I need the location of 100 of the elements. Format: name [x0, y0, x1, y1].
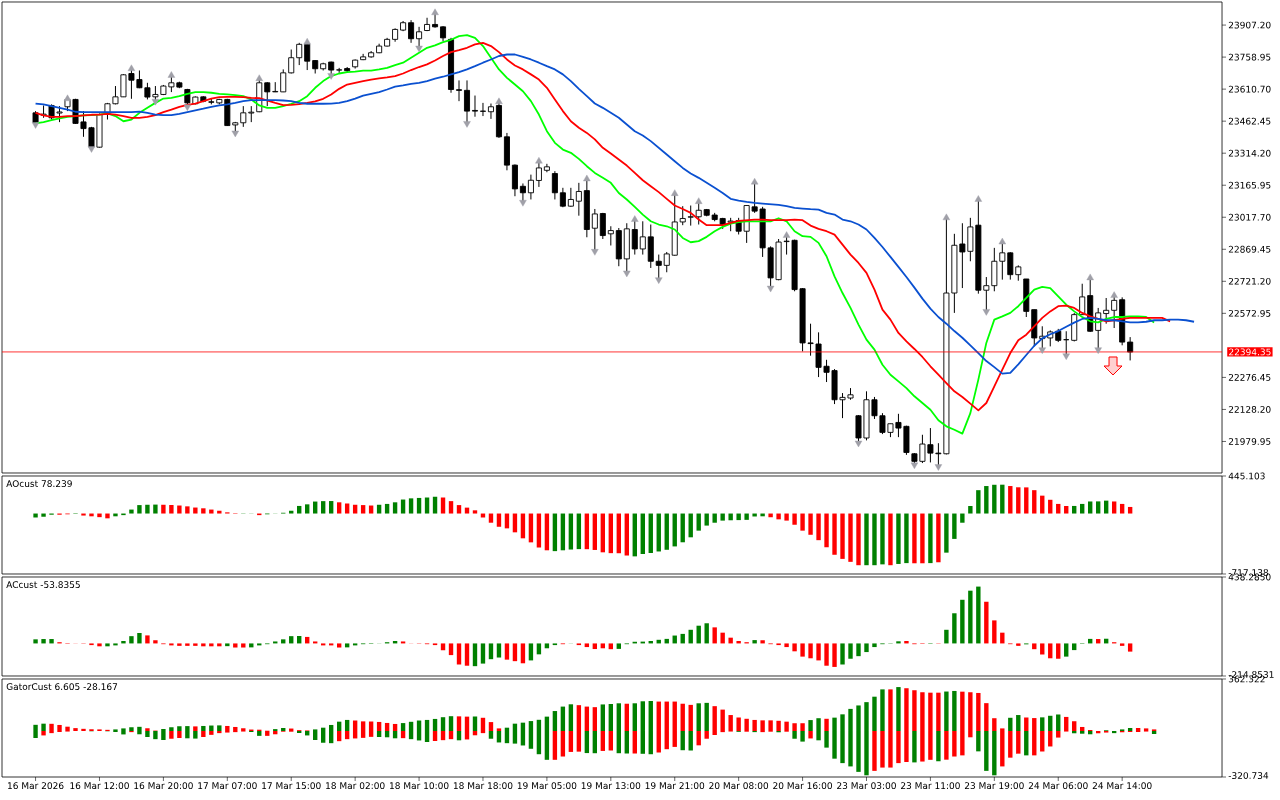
bar — [784, 721, 789, 731]
bar — [209, 725, 214, 731]
bar — [984, 486, 989, 514]
bar — [177, 643, 182, 646]
bar — [944, 629, 949, 644]
bar — [1080, 503, 1085, 514]
bar — [392, 723, 398, 731]
bar — [137, 726, 142, 731]
bar — [696, 703, 701, 731]
bar — [1040, 643, 1045, 655]
bar — [992, 718, 997, 731]
bar — [185, 643, 190, 646]
bar — [1000, 730, 1005, 767]
bar — [736, 641, 741, 644]
point — [415, 45, 423, 53]
bar — [297, 505, 302, 514]
bar — [976, 490, 981, 514]
bar — [856, 513, 861, 566]
bar — [488, 722, 494, 731]
bar — [704, 702, 709, 731]
bar — [856, 643, 861, 657]
bar — [688, 704, 693, 731]
point — [151, 98, 160, 106]
bar — [480, 643, 486, 664]
bar — [105, 513, 110, 519]
bar — [1056, 714, 1061, 731]
point — [934, 464, 943, 471]
bar — [1119, 643, 1125, 646]
bar — [880, 730, 885, 768]
bar — [1008, 730, 1013, 758]
candlestick — [424, 17, 431, 32]
bar — [808, 720, 813, 731]
candlestick — [679, 205, 686, 226]
bar — [800, 723, 805, 731]
bar — [872, 730, 877, 771]
bar — [520, 643, 526, 664]
candlestick — [599, 212, 606, 240]
bar — [568, 730, 574, 752]
point — [495, 97, 503, 105]
bar — [568, 513, 574, 550]
point — [982, 309, 990, 316]
bar — [640, 513, 645, 554]
bar — [73, 728, 78, 731]
bar — [472, 510, 478, 514]
bar — [217, 730, 222, 734]
bar — [824, 643, 829, 666]
bar — [81, 513, 86, 516]
point — [671, 189, 679, 196]
bar — [201, 730, 206, 738]
bar — [712, 706, 717, 731]
bar — [1008, 486, 1013, 514]
bar — [193, 643, 198, 646]
candlestick — [1103, 297, 1110, 325]
bar — [600, 704, 606, 731]
y-tick-label: 23758.95 — [1228, 53, 1271, 61]
bar — [792, 513, 797, 525]
point — [303, 37, 311, 45]
candlestick — [551, 170, 558, 200]
bar — [137, 730, 142, 735]
bar — [289, 510, 294, 514]
bar — [600, 643, 606, 649]
bar — [464, 643, 470, 666]
bar — [664, 513, 669, 550]
bar — [792, 643, 797, 652]
bar — [400, 723, 406, 731]
bar — [129, 509, 134, 514]
bar — [193, 726, 198, 731]
bar — [225, 643, 230, 647]
bar — [344, 503, 350, 514]
bar — [1064, 716, 1069, 731]
candlestick — [456, 79, 463, 102]
bar — [177, 505, 182, 514]
bar — [944, 513, 949, 553]
bar — [760, 640, 765, 644]
y-tick-label: 23017.70 — [1228, 213, 1271, 221]
bar — [880, 689, 885, 731]
bar — [584, 643, 590, 648]
point — [1038, 347, 1046, 354]
bar — [936, 730, 941, 762]
bar — [832, 513, 837, 555]
bar — [976, 730, 981, 752]
bar — [552, 513, 558, 552]
bar — [832, 643, 837, 667]
bar — [504, 643, 510, 660]
bar — [161, 730, 166, 741]
point — [63, 94, 72, 101]
bar — [768, 720, 773, 731]
bar — [712, 627, 717, 644]
bar — [1040, 495, 1045, 514]
bar — [960, 513, 965, 523]
bar — [776, 720, 781, 731]
bar — [760, 720, 765, 731]
x-tick-label: 23 Mar 03:00 — [837, 782, 896, 789]
bar — [65, 726, 70, 731]
bar — [432, 718, 438, 731]
bar — [209, 643, 214, 647]
bar — [153, 504, 158, 514]
ref-line-label: 22394.35 — [1229, 348, 1271, 356]
bar — [121, 728, 126, 731]
bar — [744, 513, 749, 520]
